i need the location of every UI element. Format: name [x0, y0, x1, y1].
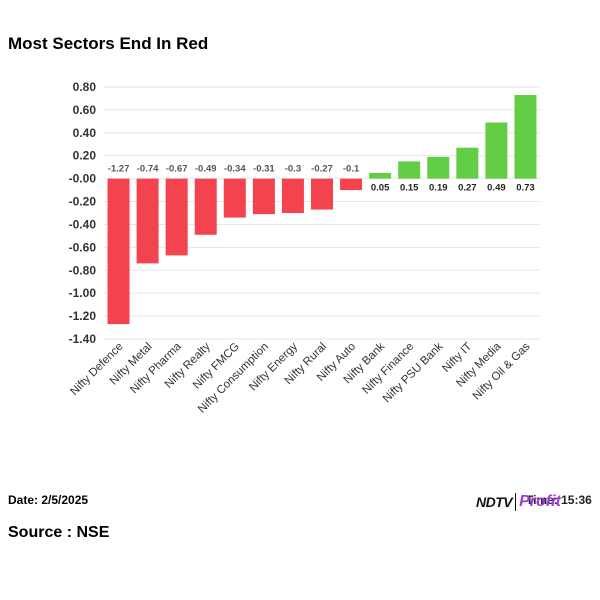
bar: [456, 147, 479, 179]
bar: [427, 156, 450, 179]
y-tick-label: 0.60: [73, 103, 97, 117]
y-axis-ticks: 0.80 0.60 0.40 0.20 -0.00 -0.20 -0.40 -0.60 -0.8…: [69, 80, 97, 346]
bar: [194, 178, 217, 235]
data-label: 0.73: [516, 183, 535, 194]
bar: [281, 178, 304, 213]
logo-separator: [515, 493, 517, 511]
y-tick-label: 0.40: [73, 126, 97, 140]
date-label: Date: 2/5/2025: [8, 493, 89, 507]
bar: [369, 172, 392, 179]
y-tick-label: -1.00: [69, 286, 97, 300]
bar: [165, 178, 188, 256]
logo-profit-text: Profit: [519, 493, 561, 510]
chart-title: Most Sectors End In Red: [8, 34, 209, 53]
bar: [223, 178, 246, 218]
data-label: 0.15: [400, 183, 419, 194]
y-tick-label: -0.40: [69, 217, 97, 231]
data-label: -0.34: [224, 164, 246, 175]
data-label: 0.49: [487, 183, 506, 194]
y-tick-label: 0.80: [73, 80, 97, 94]
bar: [398, 161, 421, 179]
time-label: Time: 15:36: [526, 493, 592, 507]
bar: [340, 178, 363, 191]
source-label: Source : NSE: [8, 524, 110, 541]
data-label: -0.1: [343, 164, 360, 175]
data-label: 0.19: [429, 183, 448, 194]
bars: [107, 95, 537, 325]
y-tick-label: -1.20: [69, 309, 97, 323]
data-label: -1.27: [108, 164, 130, 175]
bar: [514, 95, 537, 179]
bar-chart: 0.80 0.60 0.40 0.20 -0.00 -0.20 -0.40 -0.60 -0.8…: [68, 80, 540, 416]
y-tick-label: -0.20: [69, 195, 97, 209]
data-label: 0.27: [458, 183, 477, 194]
y-tick-label: -0.80: [69, 263, 97, 277]
y-tick-label: 0.20: [73, 149, 97, 163]
bar: [107, 178, 130, 325]
data-labels: -1.27 -0.74 -0.67 -0.49 -0.34 -0.31 -0.3 -0.27-…: [108, 164, 535, 194]
ndtv-profit-logo: NDTV Profit: [476, 492, 561, 512]
bar: [136, 178, 159, 264]
y-tick-label: -0.00: [69, 172, 97, 186]
bar: [252, 178, 275, 215]
data-label: 0.05: [371, 183, 390, 194]
logo-ndtv-text: NDTV: [476, 494, 513, 510]
bar: [311, 178, 333, 210]
y-tick-label: -1.40: [69, 332, 97, 346]
y-tick-label: -0.60: [69, 240, 97, 254]
data-label: -0.27: [311, 164, 333, 175]
data-label: -0.67: [166, 164, 188, 175]
data-label: -0.3: [285, 164, 301, 175]
data-label: -0.31: [253, 164, 275, 175]
data-label: -0.49: [195, 164, 217, 175]
bar: [485, 122, 508, 179]
data-label: -0.74: [137, 164, 159, 175]
